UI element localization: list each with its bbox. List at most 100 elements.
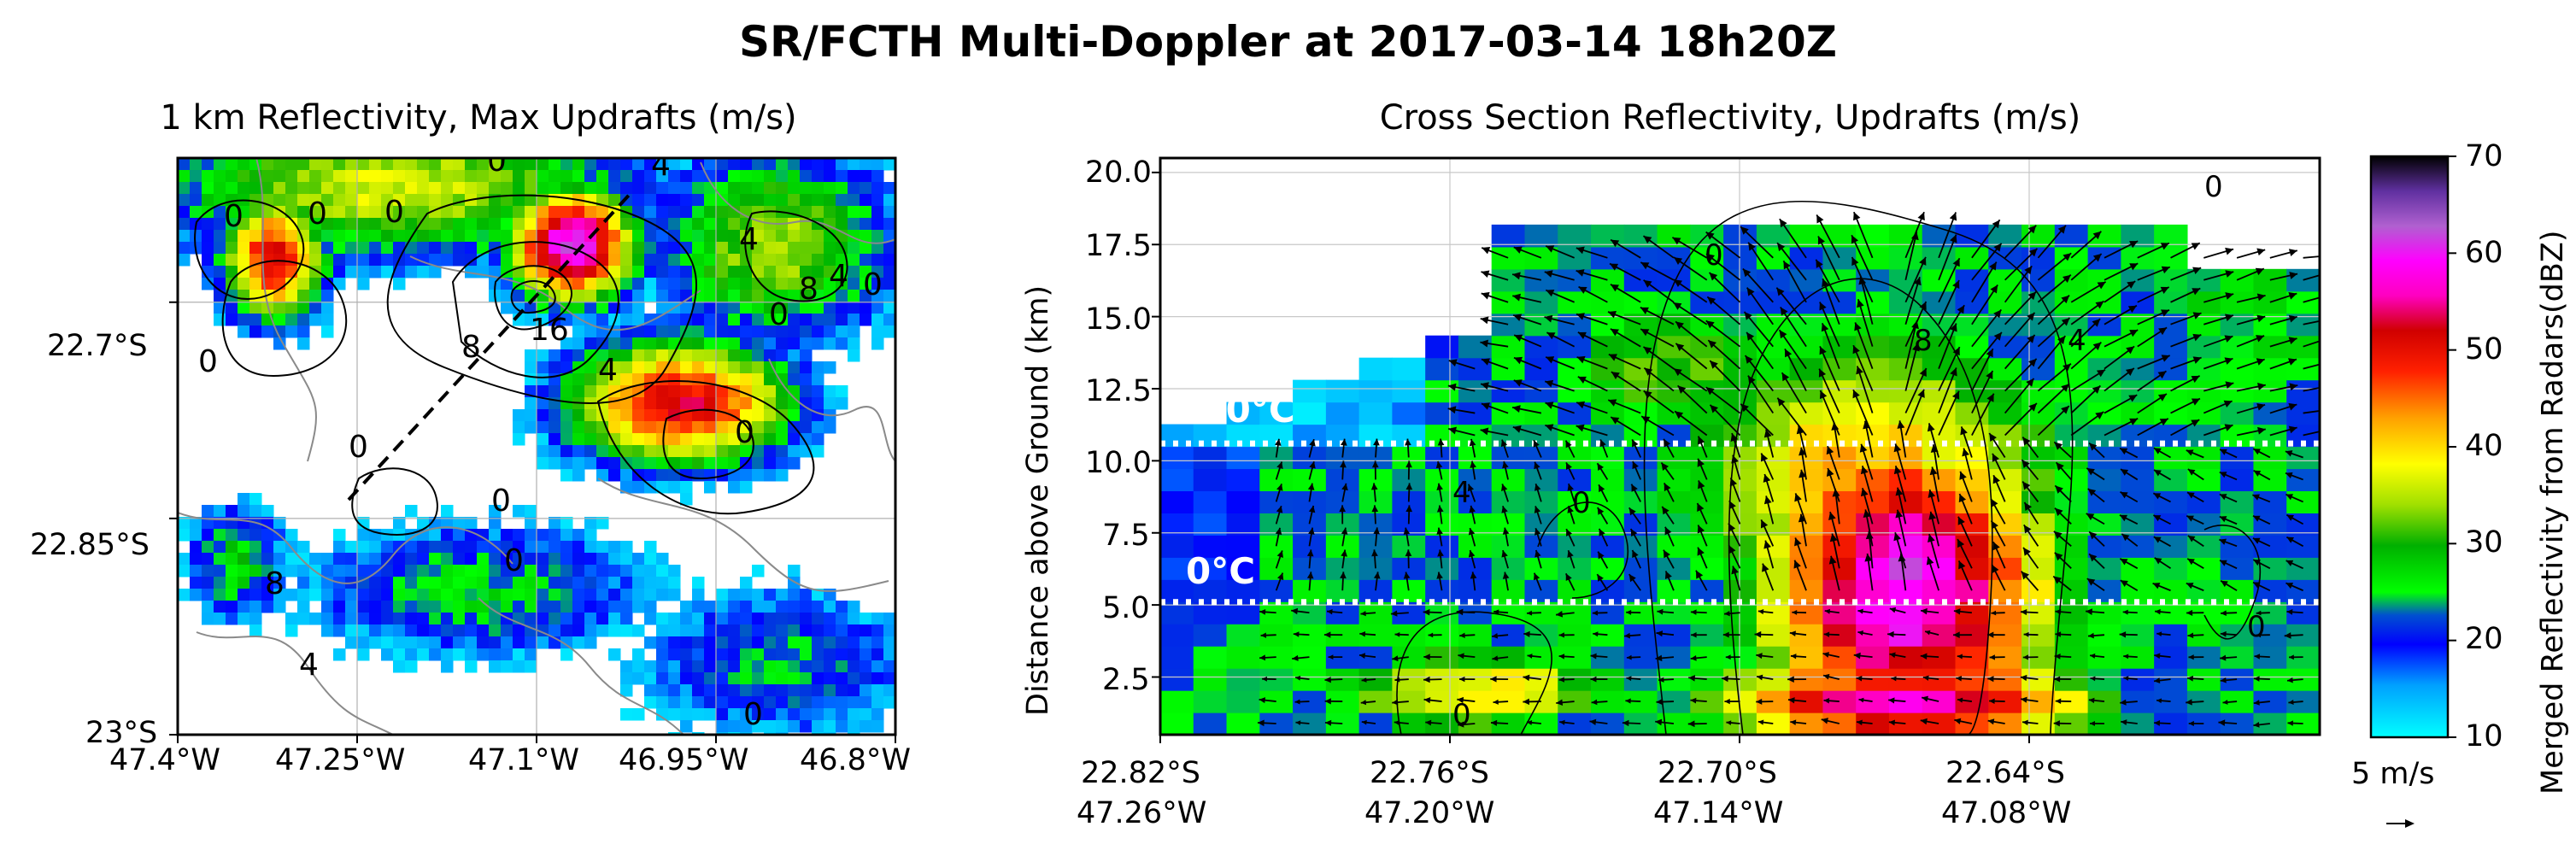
wind-arrow-head: [1728, 523, 1736, 532]
wind-arrow: [2303, 363, 2320, 370]
reflectivity-cell: [680, 170, 693, 183]
reflectivity-cell: [202, 254, 214, 267]
reflectivity-cell: [549, 421, 561, 434]
reflectivity-cell: [273, 158, 286, 171]
reflectivity-cell: [238, 230, 250, 243]
wind-arrow-head: [1482, 247, 1491, 255]
reflectivity-cell: [333, 218, 346, 231]
wind-arrow-head: [2252, 537, 2261, 544]
reflectivity-cell: [644, 230, 657, 243]
reflectivity-cell: [429, 517, 442, 530]
wind-arrow-head: [2053, 720, 2060, 727]
wind-arrow-head: [1534, 506, 1541, 513]
wind-arrow-head: [2220, 630, 2227, 637]
reflectivity-cell: [800, 636, 813, 649]
wind-arrow-head: [1544, 314, 1553, 323]
reflectivity-cell: [644, 361, 657, 374]
section-cell: [1425, 446, 1459, 470]
reflectivity-cell: [513, 624, 525, 637]
wind-arrow-head: [1920, 653, 1928, 660]
reflectivity-cell: [285, 589, 298, 601]
reflectivity-cell: [836, 660, 848, 673]
municipal-border: [597, 478, 889, 592]
reflectivity-cell: [525, 505, 537, 518]
section-cell: [1888, 557, 1923, 580]
reflectivity-cell: [537, 421, 549, 434]
section-cell: [1756, 379, 1791, 403]
reflectivity-cell: [226, 613, 238, 625]
wind-arrow-head: [2286, 583, 2294, 589]
reflectivity-cell: [381, 206, 394, 219]
reflectivity-cell: [441, 624, 454, 637]
reflectivity-cell: [417, 648, 430, 661]
reflectivity-cell: [285, 325, 298, 338]
reflectivity-cell: [345, 266, 358, 278]
reflectivity-cell: [620, 170, 633, 183]
reflectivity-cell: [620, 290, 633, 302]
section-cell: [2286, 446, 2320, 470]
wind-arrow-head: [2024, 266, 2033, 275]
reflectivity-cell: [525, 636, 537, 649]
reflectivity-cell: [800, 337, 813, 350]
reflectivity-cell: [740, 302, 753, 314]
section-cell: [1491, 579, 1526, 602]
reflectivity-cell: [549, 541, 561, 554]
wind-arrow-head: [1710, 361, 1718, 369]
wind-arrow-head: [2289, 272, 2298, 279]
reflectivity-cell: [716, 314, 729, 326]
section-cell: [1789, 468, 1824, 492]
wind-arrow-head: [1276, 484, 1283, 491]
reflectivity-cell: [429, 636, 442, 649]
reflectivity-cell: [716, 337, 729, 350]
reflectivity-cell: [740, 194, 753, 207]
reflectivity-cell: [632, 457, 645, 470]
reflectivity-cell: [812, 158, 824, 171]
reflectivity-cell: [752, 242, 765, 255]
section-cell: [1922, 402, 1957, 425]
wind-arrow-head: [1757, 719, 1764, 725]
section-cell: [1756, 668, 1791, 691]
reflectivity-cell: [249, 230, 262, 243]
wind-arrow: [2303, 387, 2320, 392]
wind-arrow-head: [2160, 243, 2169, 250]
reflectivity-cell: [764, 720, 777, 733]
section-cell: [1524, 579, 1558, 602]
wind-arrow-head: [2023, 547, 2031, 556]
reflectivity-cell: [871, 290, 884, 302]
reflectivity-cell: [190, 170, 202, 183]
reflectivity-cell: [716, 433, 729, 446]
wind-arrow-head: [2253, 470, 2262, 477]
reflectivity-cell: [632, 254, 645, 267]
wind-arrow-head: [1776, 287, 1785, 296]
reflectivity-cell: [429, 553, 442, 566]
reflectivity-cell: [226, 170, 238, 183]
reflectivity-cell: [812, 194, 824, 207]
wind-arrow-head: [1960, 426, 1968, 436]
reflectivity-cell: [788, 337, 801, 350]
reflectivity-cell: [357, 242, 370, 255]
wind-arrow-head: [1816, 214, 1824, 224]
wind-arrow-head: [2152, 583, 2161, 589]
reflectivity-cell: [417, 194, 430, 207]
wind-arrow-head: [1631, 484, 1638, 492]
reflectivity-cell: [405, 624, 418, 637]
wind-arrow-head: [1546, 245, 1555, 253]
reflectivity-cell: [572, 409, 585, 422]
wind-arrow-head: [1437, 549, 1444, 557]
section-cell: [1623, 535, 1658, 558]
wind-arrow: [1857, 299, 1874, 347]
wind-arrow-head: [1371, 460, 1379, 468]
reflectivity-cell: [716, 421, 729, 434]
section-cell: [1226, 402, 1260, 425]
reflectivity-cell: [871, 708, 884, 721]
reflectivity-cell: [178, 158, 191, 171]
reflectivity-cell: [214, 589, 226, 601]
reflectivity-cell: [764, 361, 777, 374]
section-cell: [1856, 379, 1890, 403]
section-cell: [1723, 446, 1757, 470]
wind-arrow-head: [1324, 698, 1331, 705]
reflectivity-cell: [656, 170, 669, 183]
reflectivity-cell: [357, 266, 370, 278]
reflectivity-cell: [800, 601, 813, 613]
reflectivity-cell: [477, 182, 490, 195]
